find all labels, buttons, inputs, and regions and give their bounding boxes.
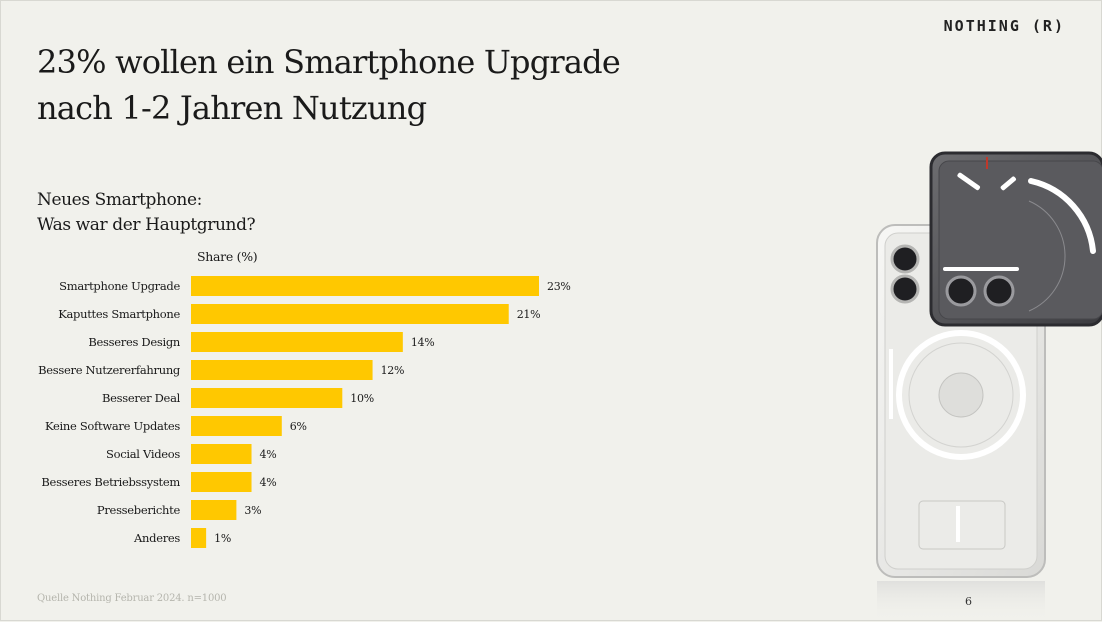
value-label: 14% — [411, 336, 435, 349]
title-line-1: 23% wollen ein Smartphone Upgrade — [37, 43, 621, 81]
bar — [191, 416, 282, 436]
category-label: Besserer Deal — [102, 391, 181, 405]
value-label: 4% — [260, 448, 277, 461]
slide-title: 23% wollen ein Smartphone Upgrade nach 1… — [37, 39, 657, 131]
axis-title: Share (%) — [197, 249, 258, 264]
value-label: 23% — [547, 280, 571, 293]
category-label: Keine Software Updates — [45, 419, 180, 433]
bar — [191, 500, 237, 520]
value-label: 4% — [260, 476, 277, 489]
bar — [191, 360, 373, 380]
brand-logo: NOTHING (R) — [943, 17, 1065, 35]
category-label: Kaputtes Smartphone — [58, 307, 180, 321]
bar — [191, 304, 509, 324]
bar — [191, 276, 539, 296]
title-line-2: nach 1-2 Jahren Nutzung — [37, 89, 427, 127]
value-label: 10% — [350, 392, 374, 405]
value-label: 12% — [381, 364, 405, 377]
source-footnote: Quelle Nothing Februar 2024. n=1000 — [37, 593, 227, 604]
value-label: 6% — [290, 420, 307, 433]
bar — [191, 528, 207, 548]
category-label: Anderes — [133, 531, 180, 545]
category-label: Besseres Design — [88, 335, 180, 349]
page-number: 6 — [965, 595, 972, 608]
bar — [191, 472, 252, 492]
bar — [191, 332, 403, 352]
chart-subtitle: Neues Smartphone: Was war der Hauptgrund… — [37, 188, 256, 238]
bar — [191, 444, 252, 464]
subtitle-line-1: Neues Smartphone: — [37, 190, 202, 210]
value-label: 21% — [517, 308, 541, 321]
phone-product-image — [876, 151, 1102, 622]
subtitle-line-2: Was war der Hauptgrund? — [37, 215, 256, 235]
value-label: 3% — [244, 504, 261, 517]
bar-chart: Smartphone Upgrade 23% Kaputtes Smartphone… — [38, 276, 571, 548]
category-label: Bessere Nutzererfahrung — [38, 363, 181, 377]
bar — [191, 388, 343, 408]
category-label: Smartphone Upgrade — [59, 279, 180, 293]
value-label: 1% — [214, 532, 231, 545]
category-label: Besseres Betriebssystem — [41, 475, 180, 489]
category-label: Social Videos — [106, 447, 180, 461]
category-label: Presseberichte — [97, 503, 181, 517]
